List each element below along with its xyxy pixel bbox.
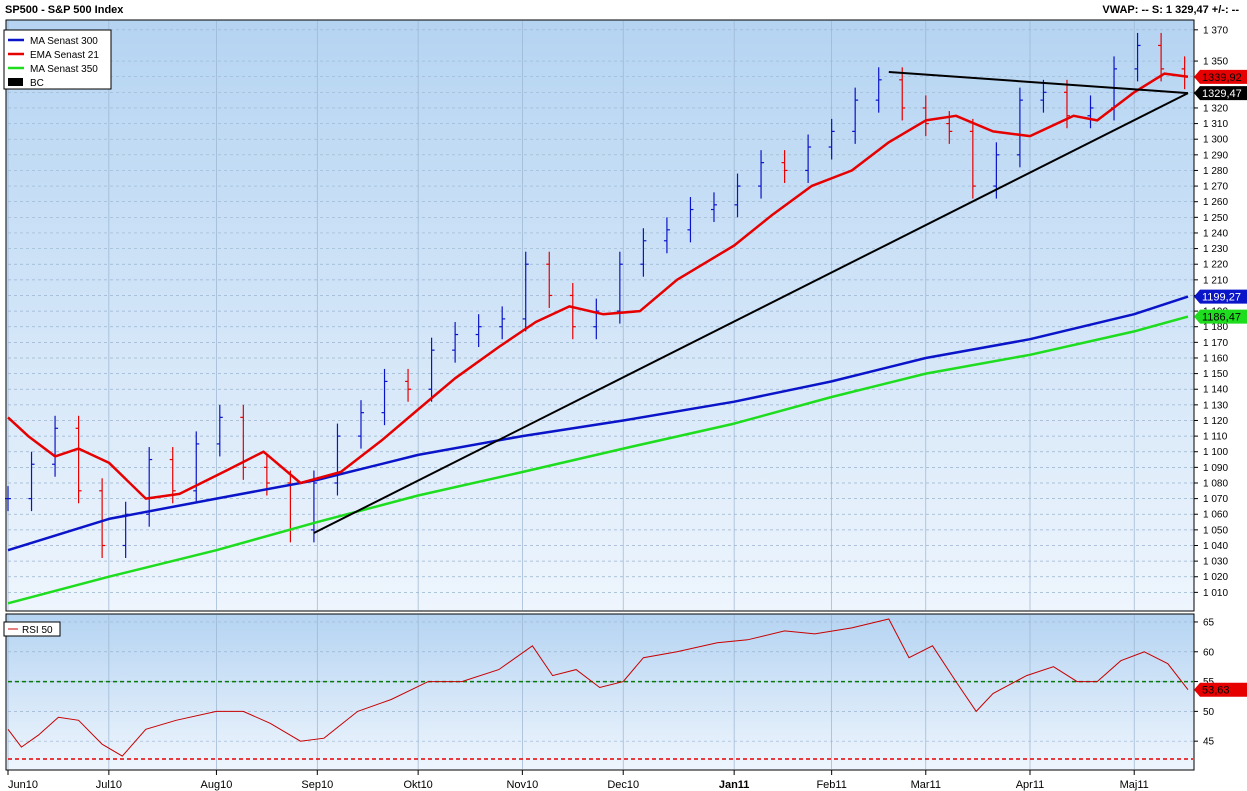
price-tick-label: 1 180 [1203,322,1228,333]
price-tick-label: 1 240 [1203,228,1228,239]
rsi-value-flag: 53,63 [1194,682,1247,697]
x-tick-label: Nov10 [506,779,538,791]
x-tick-label: Apr11 [1016,779,1045,791]
rsi-tick-label: 45 [1203,737,1215,748]
ema21-value-flag-label: 1339,92 [1202,72,1242,84]
price-tick-label: 1 110 [1203,432,1228,443]
rsi-tick-label: 50 [1203,707,1215,718]
ma300-value-flag-label: 1199,27 [1202,292,1241,304]
price-tick-label: 1 010 [1203,588,1228,599]
vwap-readout: VWAP: -- S: 1 329,47 +/-: -- [1102,4,1239,16]
rsi-legend-label: RSI 50 [22,625,53,636]
price-tick-label: 1 290 [1203,150,1228,161]
price-tick-label: 1 220 [1203,260,1228,271]
x-tick-label: Feb11 [816,779,846,791]
price-tick-label: 1 250 [1203,213,1228,224]
ma350-line [7,315,1189,605]
legend-item-label: MA Senast 300 [30,36,98,47]
ma350-value-flag-label: 1186,47 [1202,312,1241,324]
price-tick-label: 1 080 [1203,478,1228,489]
price-tick-label: 1 230 [1203,244,1228,255]
price-tick-label: 1 170 [1203,338,1228,349]
legend-item-label: EMA Senast 21 [30,50,99,61]
price-tick-label: 1 210 [1203,275,1228,286]
ma350-value-flag: 1186,47 [1194,309,1247,324]
price-tick-label: 1 310 [1203,119,1228,130]
price-tick-label: 1 070 [1203,494,1228,505]
rsi-tick-label: 60 [1203,647,1215,658]
x-tick-label: Mar11 [911,779,941,791]
ema21-line [7,72,1189,500]
price-tick-label: 1 140 [1203,385,1228,396]
price-tick-label: 1 300 [1203,135,1228,146]
bc-value-flag-label: 1329,47 [1202,88,1242,100]
price-tick-label: 1 350 [1203,57,1228,68]
ma300-value-flag: 1199,27 [1194,289,1247,304]
rsi-legend-box [3,621,61,637]
ema21-value-flag-shape [1194,69,1247,84]
price-tick-label: 1 270 [1203,182,1228,193]
trendline-top [888,71,1189,95]
x-tick-label: Okt10 [403,779,432,791]
rsi-tick-label: 55 [1203,677,1215,688]
x-tick-label: Jul10 [96,779,122,791]
price-tick-label: 1 060 [1203,510,1228,521]
price-tick-label: 1 320 [1203,103,1228,114]
rsi-value-flag-label: 53,63 [1202,685,1230,697]
legend-item-label: MA Senast 350 [30,64,98,75]
price-tick-label: 1 040 [1203,541,1228,552]
price-tick-label: 1 090 [1203,463,1228,474]
price-legend: MA Senast 300 EMA Senast 21 MA Senast 350 B… [3,29,112,90]
price-tick-label: 1 050 [1203,525,1228,536]
legend-swatch [8,78,23,86]
ma300-value-flag-shape [1194,289,1247,304]
x-tick-label: Aug10 [201,779,233,791]
rsi-value-flag-shape [1194,682,1247,697]
price-panel-background [5,19,1195,612]
ma300-line [7,295,1189,552]
x-tick-label: Dec10 [607,779,639,791]
price-tick-label: 1 280 [1203,166,1228,177]
price-tick-label: 1 100 [1203,447,1228,458]
price-tick-label: 1 130 [1203,400,1228,411]
x-tick-label: Maj11 [1120,779,1149,791]
rsi-tick-label: 65 [1203,617,1215,628]
marks-layer [5,32,1193,760]
x-tick-label: Sep10 [301,779,333,791]
bc-value-flag: 1329,47 [1194,86,1247,101]
price-tick-label: 1 120 [1203,416,1228,427]
rsi-line [7,618,1189,757]
price-tick-label: 1 020 [1203,572,1228,583]
price-tick-label: 1 150 [1203,369,1228,380]
rsi-legend: RSI 50 [3,621,61,637]
price-tick-label: 1 260 [1203,197,1228,208]
ema21-value-flag: 1339,92 [1194,69,1247,84]
indicator-panel-background [5,613,1195,771]
legend-item-label: BC [30,78,44,89]
price-tick-label: 1 160 [1203,353,1228,364]
x-tick-label: Jan11 [719,779,750,791]
chart-title: SP500 - S&P 500 Index [5,4,124,16]
price-tick-label: 1 030 [1203,557,1228,568]
trendline [313,92,1189,534]
text-layer: 1 010 1 020 1 030 1 040 1 050 1 060 1 070 1 080… [3,25,1247,791]
bc-value-flag-shape [1194,86,1247,101]
ma350-value-flag-shape [1194,309,1247,324]
price-tick-label: 1 370 [1203,25,1228,36]
x-tick-label: Jun10 [8,779,38,791]
chart-header: SP500 - S&P 500 Index VWAP: -- S: 1 329,… [0,0,1247,20]
